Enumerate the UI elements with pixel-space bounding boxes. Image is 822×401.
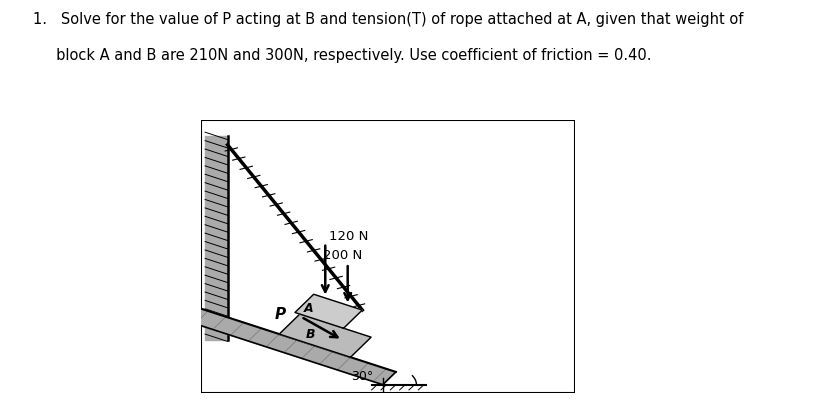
- Text: 200 N: 200 N: [323, 249, 363, 261]
- Text: 120 N: 120 N: [329, 229, 368, 242]
- Text: A: A: [304, 301, 314, 314]
- Polygon shape: [140, 294, 396, 385]
- Polygon shape: [206, 137, 228, 340]
- Text: block A and B are 210N and 300N, respectively. Use coefficient of friction = 0.4: block A and B are 210N and 300N, respect…: [33, 48, 651, 63]
- Text: 30°: 30°: [351, 369, 373, 382]
- Polygon shape: [279, 314, 371, 357]
- Polygon shape: [295, 294, 363, 328]
- Text: B: B: [306, 327, 315, 340]
- Text: P: P: [275, 306, 286, 321]
- Text: 1.   Solve for the value of P acting at B and tension(T) of rope attached at A, : 1. Solve for the value of P acting at B …: [33, 12, 743, 27]
